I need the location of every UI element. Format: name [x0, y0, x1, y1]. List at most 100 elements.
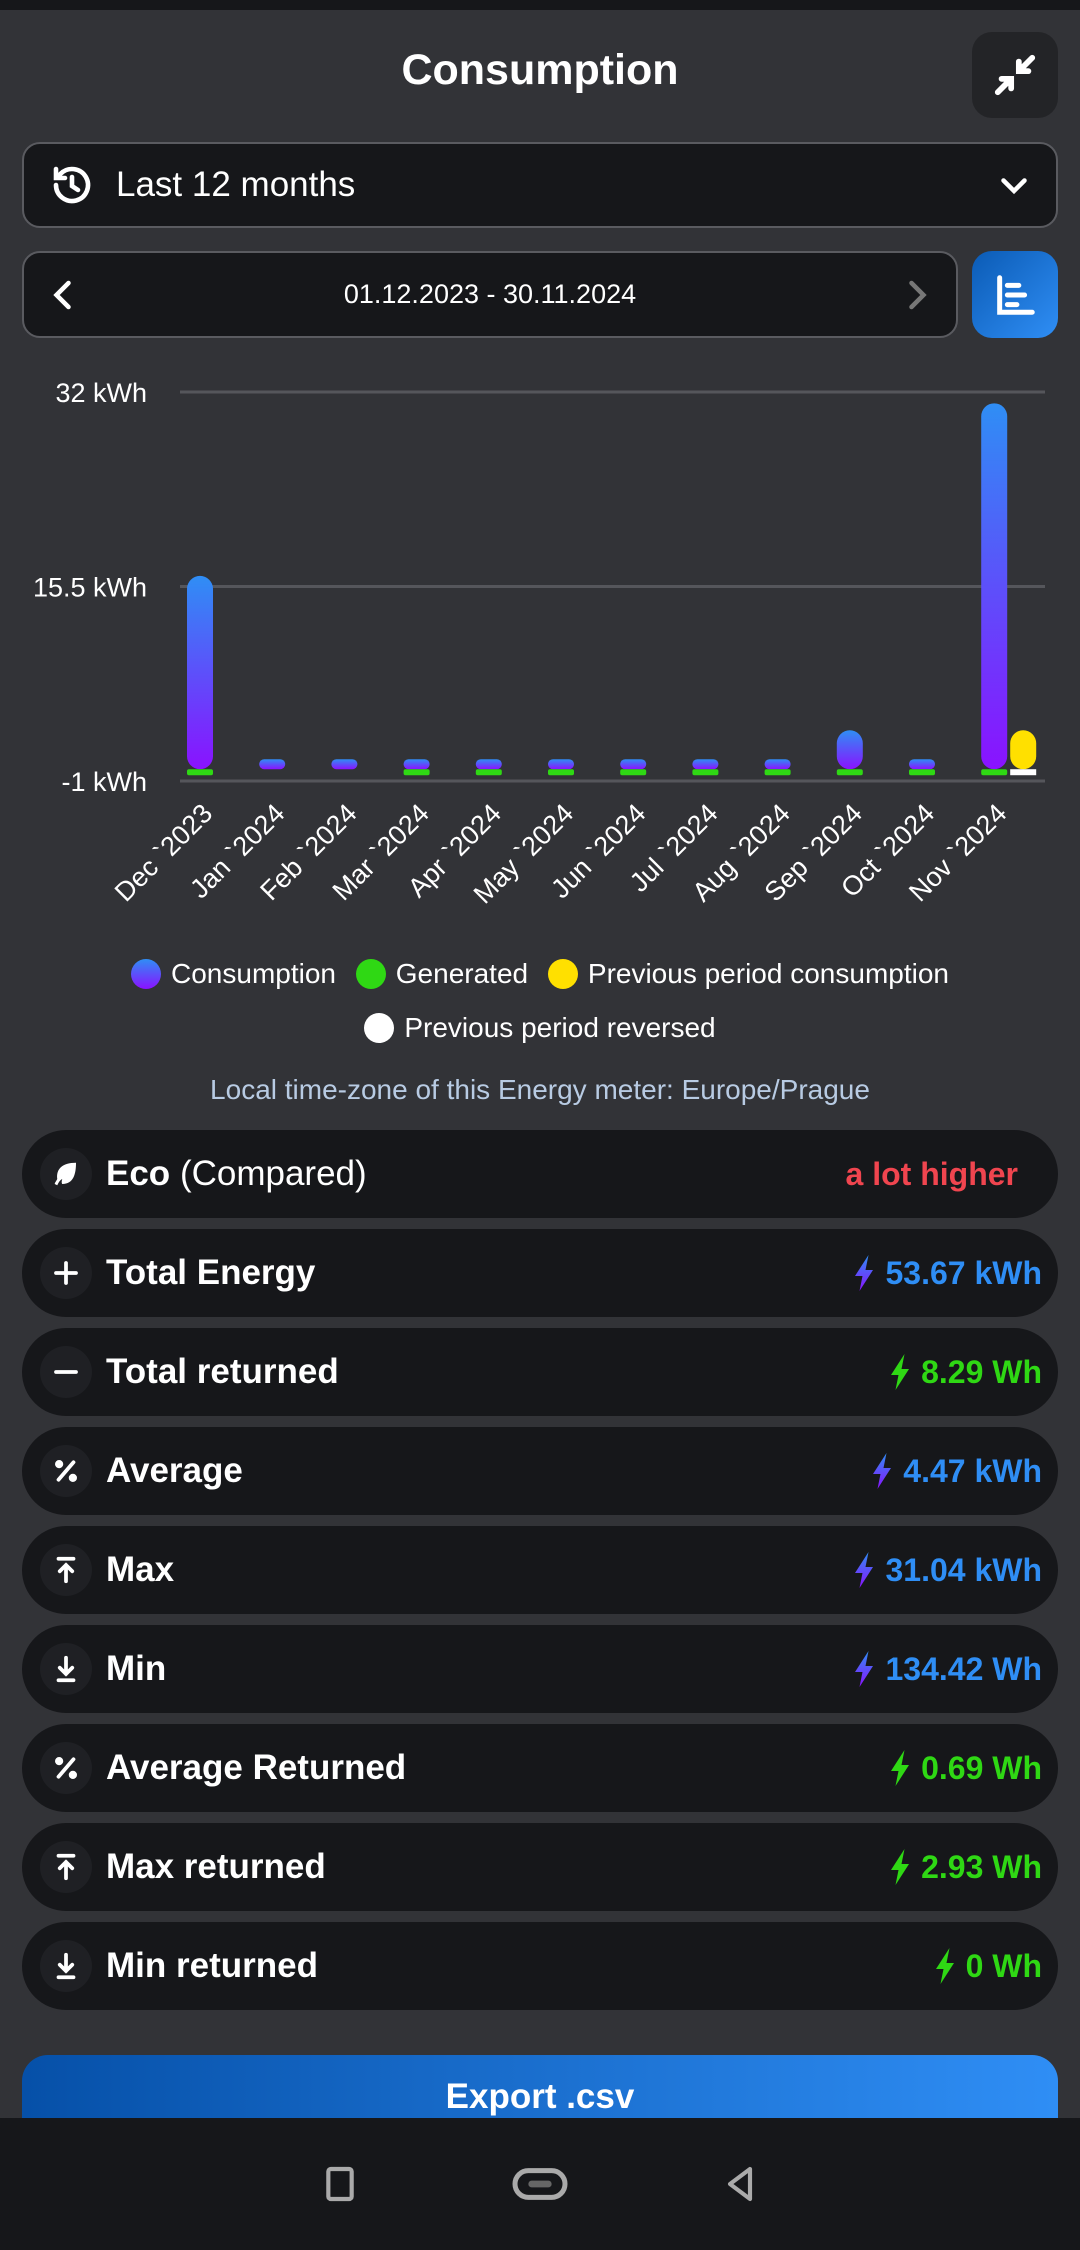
timezone-note: Local time-zone of this Energy meter: Eu…	[210, 1074, 870, 1105]
legend-previous-consumption[interactable]: Previous period consumption	[547, 950, 949, 998]
bar-generated	[620, 769, 647, 776]
lightning-icon	[891, 1354, 910, 1390]
stat-label: Average	[106, 1451, 869, 1491]
bar-generated	[548, 769, 574, 776]
stat-label-text: Total returned	[106, 1352, 339, 1391]
compress-button[interactable]	[972, 32, 1058, 118]
stat-value: a lot higher	[846, 1156, 1018, 1193]
history-icon	[53, 166, 91, 204]
bar-consumption	[836, 730, 863, 770]
bar-generated	[403, 769, 430, 776]
plus-icon	[40, 1247, 92, 1299]
stat-label: Max returned	[106, 1847, 887, 1887]
bar-consumption	[331, 759, 358, 770]
arrow-up-to-line-icon	[40, 1544, 92, 1596]
chevron-down-icon	[1001, 178, 1027, 195]
stat-value: 0.69 Wh	[887, 1750, 1042, 1787]
legend-label: Consumption	[171, 958, 336, 989]
legend-dot	[364, 1013, 395, 1043]
lightning-icon	[855, 1255, 874, 1291]
stat-label: Max	[106, 1550, 851, 1590]
lightning-icon	[873, 1453, 892, 1489]
bar-consumption	[620, 759, 647, 770]
legend-dot	[131, 959, 162, 989]
stat-value-text: a lot higher	[845, 1155, 1018, 1192]
percent-icon	[40, 1742, 92, 1794]
stat-row-eco: Eco (Compared) a lot higher	[22, 1130, 1058, 1218]
minus-icon	[40, 1346, 92, 1398]
bar-consumption	[259, 759, 286, 770]
page-title: Consumption	[401, 46, 679, 94]
stat-label-text: Min returned	[106, 1946, 318, 1985]
stat-label: Min	[106, 1649, 851, 1689]
stat-value-text: 4.47 kWh	[903, 1452, 1042, 1489]
stat-label-text: Average Returned	[106, 1748, 407, 1787]
y-tick-label: 15.5 kWh	[33, 573, 147, 603]
bar-consumption	[475, 759, 502, 770]
stat-value: 8.29 Wh	[887, 1354, 1042, 1391]
stat-row-min-returned: Min returned 0 Wh	[22, 1922, 1058, 2010]
bar-generated	[764, 769, 791, 776]
stat-label-text: Max returned	[106, 1847, 326, 1886]
stat-value-text: 53.67 kWh	[885, 1254, 1042, 1291]
stat-value: 0 Wh	[932, 1948, 1042, 1985]
stat-value-text: 31.04 kWh	[885, 1551, 1042, 1588]
legend-dot	[547, 959, 578, 989]
legend-label: Generated	[395, 958, 529, 989]
lightning-icon	[891, 1750, 910, 1786]
stat-label-text: Average	[106, 1451, 243, 1490]
bar-consumption	[764, 759, 791, 770]
home-icon[interactable]	[510, 2164, 570, 2204]
system-nav-bar	[0, 2118, 1080, 2250]
recents-icon[interactable]	[320, 2164, 360, 2204]
stat-row-average-returned: Average Returned 0.69 Wh	[22, 1724, 1058, 1812]
stat-value-text: 0.69 Wh	[921, 1749, 1042, 1786]
stat-label: Min returned	[106, 1946, 932, 1986]
stat-value: 31.04 kWh	[851, 1552, 1042, 1589]
status-bar	[0, 0, 1080, 10]
period-select[interactable]: Last 12 months	[22, 142, 1058, 228]
legend-previous-reversed[interactable]: Previous period reversed	[364, 1004, 716, 1052]
bar-consumption	[548, 759, 574, 770]
stat-label: Total Energy	[106, 1253, 851, 1293]
stat-value: 2.93 Wh	[887, 1849, 1042, 1886]
legend-consumption[interactable]: Consumption	[131, 950, 336, 998]
stat-label-text: Total Energy	[106, 1253, 316, 1292]
percent-icon	[40, 1445, 92, 1497]
bar-previous-consumption	[1010, 730, 1037, 770]
bar-consumption	[909, 759, 935, 770]
stat-label: Average Returned	[106, 1748, 887, 1788]
stat-label: Total returned	[106, 1352, 887, 1392]
legend-generated[interactable]: Generated	[355, 950, 529, 998]
stat-label-sub: (Compared)	[179, 1154, 367, 1193]
arrow-down-to-line-icon	[40, 1940, 92, 1992]
stat-row-max: Max 31.04 kWh	[22, 1526, 1058, 1614]
bar-consumption	[403, 759, 430, 770]
arrow-up-to-line-icon	[40, 1841, 92, 1893]
chart-legend: Consumption Generated Previous period co…	[0, 950, 1080, 1058]
stat-label-text: Max	[106, 1550, 175, 1589]
lightning-icon	[855, 1651, 874, 1687]
y-tick-label: 32 kWh	[55, 378, 147, 408]
bar-consumption	[692, 759, 719, 770]
y-tick-label: -1 kWh	[61, 767, 147, 797]
stat-value-text: 8.29 Wh	[921, 1353, 1042, 1390]
chevron-left-icon[interactable]	[46, 277, 82, 313]
stat-value: 134.42 Wh	[851, 1651, 1042, 1688]
stat-value-text: 134.42 Wh	[885, 1650, 1042, 1687]
bar-previous-reversed	[1010, 769, 1037, 776]
lightning-icon	[855, 1552, 874, 1588]
stat-row-average: Average 4.47 kWh	[22, 1427, 1058, 1515]
back-icon[interactable]	[720, 2164, 760, 2204]
chevron-right-icon[interactable]	[898, 277, 934, 313]
bar-chart-icon	[997, 274, 1035, 315]
bar-consumption	[981, 403, 1008, 770]
bar-generated	[187, 769, 213, 776]
leaf-icon	[40, 1148, 92, 1200]
stat-row-max-returned: Max returned 2.93 Wh	[22, 1823, 1058, 1911]
stat-label-text: Eco	[106, 1154, 171, 1193]
chart-type-button[interactable]	[972, 251, 1058, 338]
stat-row-min: Min 134.42 Wh	[22, 1625, 1058, 1713]
bar-consumption	[187, 575, 213, 770]
